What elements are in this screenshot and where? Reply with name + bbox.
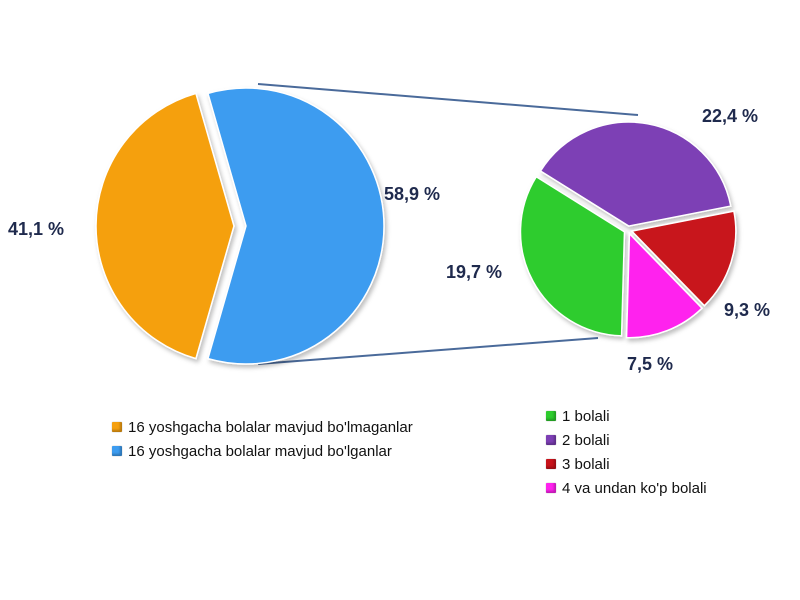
legend-item-1-child: 1 bolali <box>546 404 707 428</box>
legend-swatch-purple <box>546 435 556 445</box>
legend-item-with-children: 16 yoshgacha bolalar mavjud bo'lganlar <box>112 439 413 463</box>
slice-label-with-children: 58,9 % <box>384 184 440 204</box>
slice-label-4-plus-children: 7,5 % <box>627 354 673 374</box>
slice-label-no-children: 41,1 % <box>8 219 64 239</box>
pie-slice-16-yoshgacha-bolalar-mavjud-bo-lmaganlar <box>95 92 235 360</box>
slice-label-2-children: 22,4 % <box>702 106 758 126</box>
legend-swatch-magenta <box>546 483 556 493</box>
legend-item-3-children: 3 bolali <box>546 452 707 476</box>
sub-pie <box>519 121 737 339</box>
legend-label: 2 bolali <box>562 431 610 449</box>
legend-sub: 1 bolali 2 bolali 3 bolali 4 va undan ko… <box>546 404 707 500</box>
pie-slice-4-va-undan-ko-p-bolali <box>625 231 704 339</box>
legend-swatch-red <box>546 459 556 469</box>
legend-item-4-plus-children: 4 va undan ko'p bolali <box>546 476 707 500</box>
slice-label-1-child: 19,7 % <box>446 262 502 282</box>
pie-slice-1-bolali <box>519 175 626 337</box>
legend-swatch-green <box>546 411 556 421</box>
legend-label: 16 yoshgacha bolalar mavjud bo'lmaganlar <box>128 418 413 436</box>
connector-line-top <box>257 83 639 116</box>
legend-main: 16 yoshgacha bolalar mavjud bo'lmaganlar… <box>112 415 413 463</box>
legend-label: 3 bolali <box>562 455 610 473</box>
slice-label-3-children: 9,3 % <box>724 300 770 320</box>
pie-slice-16-yoshgacha-bolalar-mavjud-bo-lganlar <box>206 87 385 365</box>
pie-slice-2-bolali <box>539 121 732 227</box>
main-pie <box>95 87 385 365</box>
connector-line-bottom <box>257 337 599 365</box>
pie-slice-3-bolali <box>630 210 737 307</box>
legend-item-2-children: 2 bolali <box>546 428 707 452</box>
legend-label: 4 va undan ko'p bolali <box>562 479 707 497</box>
legend-swatch-orange <box>112 422 122 432</box>
legend-label: 16 yoshgacha bolalar mavjud bo'lganlar <box>128 442 392 460</box>
legend-label: 1 bolali <box>562 407 610 425</box>
legend-swatch-blue <box>112 446 122 456</box>
legend-item-no-children: 16 yoshgacha bolalar mavjud bo'lmaganlar <box>112 415 413 439</box>
